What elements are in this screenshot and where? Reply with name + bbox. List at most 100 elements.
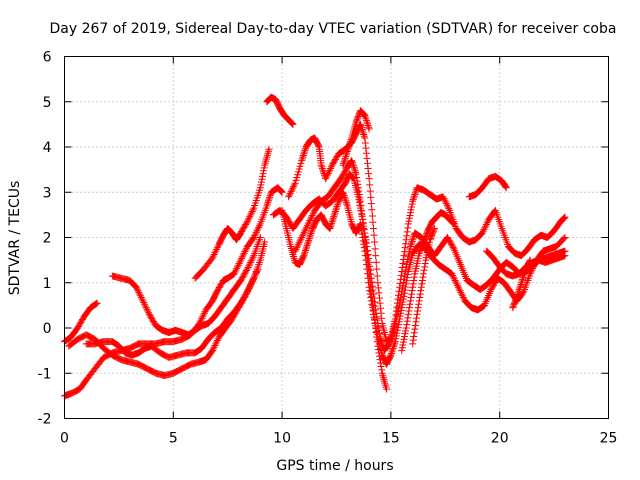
data-point xyxy=(395,291,403,299)
data-point xyxy=(369,224,377,232)
data-point xyxy=(340,159,348,167)
data-point xyxy=(361,113,369,121)
data-point xyxy=(140,300,148,308)
data-point xyxy=(328,218,336,226)
data-point xyxy=(209,252,217,260)
data-point xyxy=(383,385,391,393)
data-point xyxy=(377,309,385,317)
data-point xyxy=(366,187,374,195)
data-series xyxy=(61,93,569,400)
data-point xyxy=(307,215,315,223)
data-point xyxy=(403,317,411,325)
data-point xyxy=(361,134,369,142)
x-tick-label: 25 xyxy=(600,431,618,447)
data-point xyxy=(529,265,537,273)
data-point xyxy=(363,154,371,162)
data-point xyxy=(230,270,238,278)
data-point xyxy=(346,141,354,149)
data-point xyxy=(140,299,148,307)
data-point xyxy=(317,161,325,169)
data-point xyxy=(294,242,302,250)
data-point xyxy=(307,228,315,236)
data-point xyxy=(513,292,521,300)
data-point xyxy=(232,266,240,274)
data-point xyxy=(332,206,340,214)
data-point xyxy=(371,315,379,323)
data-point xyxy=(277,187,285,195)
data-point xyxy=(248,255,256,263)
data-point xyxy=(246,260,254,268)
data-point xyxy=(326,224,334,232)
data-point xyxy=(390,341,398,349)
data-point xyxy=(276,187,284,195)
data-point xyxy=(300,228,308,236)
data-point xyxy=(399,260,407,268)
series-track-4 xyxy=(82,238,269,361)
data-point xyxy=(374,342,382,350)
data-point xyxy=(368,278,376,286)
data-point xyxy=(340,190,348,198)
data-point xyxy=(406,243,414,251)
data-point xyxy=(236,258,244,266)
data-point xyxy=(430,224,438,232)
data-point xyxy=(368,206,376,214)
data-point xyxy=(303,223,311,231)
data-point xyxy=(242,246,250,254)
data-point xyxy=(414,304,422,312)
data-point xyxy=(290,181,298,189)
data-point xyxy=(449,243,457,251)
data-point xyxy=(528,266,536,274)
series-track-3 xyxy=(65,265,262,380)
data-point xyxy=(315,142,323,150)
data-point xyxy=(352,168,360,176)
data-point xyxy=(301,248,309,256)
data-point xyxy=(329,214,337,222)
data-point xyxy=(142,304,150,312)
data-point xyxy=(409,196,417,204)
axis-ticks: 0 5 10 15 20 25 -2 -1 0 1 2 3 4 5 6 xyxy=(38,50,618,447)
data-point xyxy=(285,191,293,199)
data-point xyxy=(410,276,418,284)
data-point xyxy=(402,236,410,244)
data-point xyxy=(341,193,349,201)
data-point xyxy=(350,163,358,171)
data-point xyxy=(292,245,300,253)
data-point xyxy=(93,299,101,307)
data-point xyxy=(457,288,465,296)
data-point xyxy=(401,289,408,297)
data-point xyxy=(299,230,307,238)
data-point xyxy=(367,193,375,201)
data-point xyxy=(417,287,425,295)
series-track-11 xyxy=(291,157,391,393)
data-point xyxy=(401,286,409,294)
data-point xyxy=(514,289,522,297)
data-point xyxy=(306,231,314,239)
data-point xyxy=(354,184,362,192)
data-point xyxy=(340,192,348,200)
data-point xyxy=(296,237,304,245)
data-point xyxy=(341,156,349,164)
data-point xyxy=(375,352,383,360)
data-point xyxy=(560,235,568,243)
data-point xyxy=(377,304,385,312)
data-point xyxy=(144,307,152,315)
data-point xyxy=(304,240,312,248)
data-point xyxy=(404,310,412,318)
data-point xyxy=(352,170,360,178)
data-point xyxy=(137,293,145,301)
data-point xyxy=(288,186,296,194)
data-point xyxy=(285,193,293,201)
data-point xyxy=(374,345,382,353)
data-point xyxy=(452,278,460,286)
data-point xyxy=(393,299,401,307)
data-point xyxy=(237,256,245,264)
data-point xyxy=(415,297,423,305)
data-point xyxy=(519,274,527,282)
data-point xyxy=(362,144,370,152)
data-point xyxy=(400,252,408,260)
data-point xyxy=(369,218,377,226)
data-point xyxy=(299,153,307,161)
data-point xyxy=(302,245,310,253)
data-point xyxy=(265,195,273,203)
data-point xyxy=(520,272,528,280)
